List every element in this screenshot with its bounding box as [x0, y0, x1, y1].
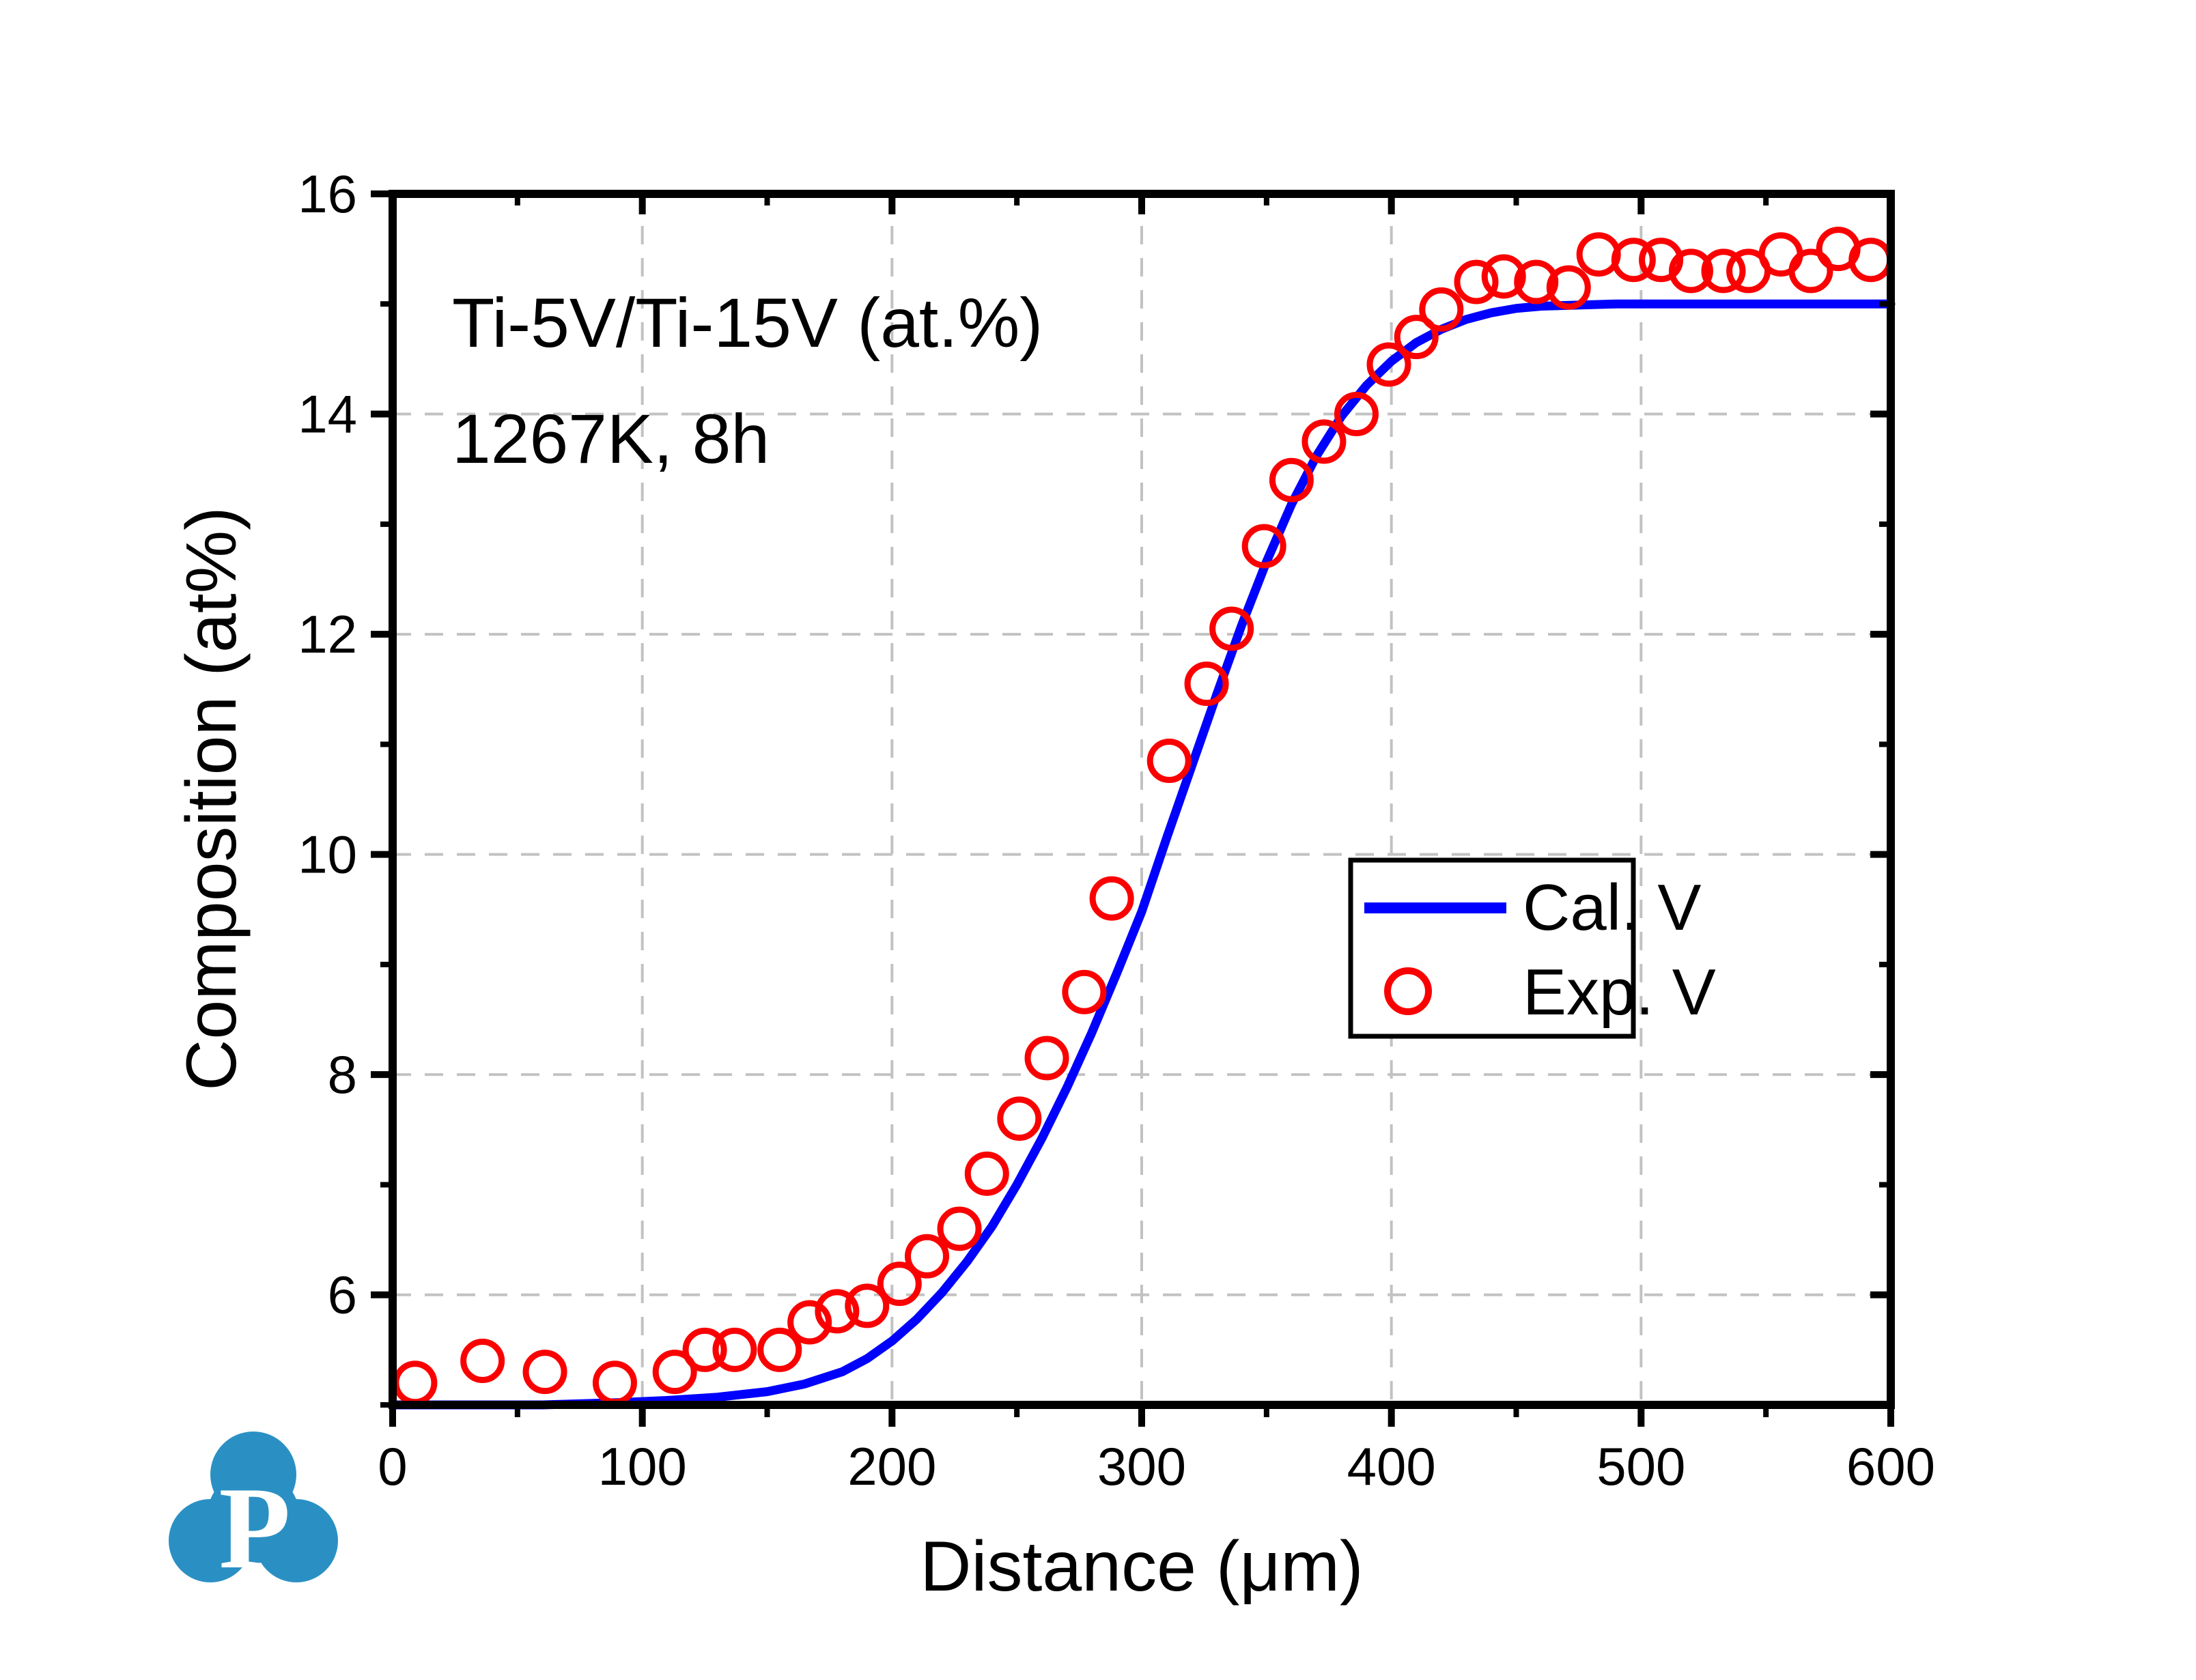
exp-v-point: [682, 1327, 727, 1372]
exp-v-point: [997, 1096, 1042, 1141]
exp-v-point: [815, 1289, 860, 1334]
exp-v-point: [1334, 392, 1379, 437]
exp-v-point: [845, 1283, 890, 1328]
y-tick-label: 8: [328, 1044, 357, 1105]
legend-label-cal: Cal. V: [1523, 871, 1701, 944]
exp-v-point: [1514, 259, 1559, 304]
exp-v-point: [460, 1338, 505, 1383]
y-axis-title: Composition (at%): [172, 507, 251, 1090]
annotation-line-2: 1267K, 8h: [452, 400, 770, 478]
x-axis-title: Distance (μm): [920, 1527, 1363, 1606]
exp-v-point: [393, 1361, 438, 1406]
logo-letter: P: [219, 1464, 290, 1593]
exp-v-point: [1788, 248, 1833, 294]
annotation-line-1: Ti-5V/Ti-15V (at.%): [452, 284, 1043, 362]
exp-v-point: [1184, 661, 1229, 707]
exp-v-point: [1668, 248, 1713, 294]
legend-label-exp: Exp. V: [1523, 956, 1716, 1029]
exp-v-point: [937, 1206, 982, 1251]
exp-v-point: [1576, 232, 1621, 277]
y-tick-label: 10: [298, 825, 357, 885]
y-tick-label: 16: [298, 164, 357, 224]
x-tick-label: 500: [1596, 1436, 1685, 1496]
exp-v-point: [1481, 254, 1526, 299]
exp-v-point: [522, 1350, 567, 1395]
exp-v-point: [877, 1262, 922, 1307]
x-tick-label: 400: [1347, 1436, 1436, 1496]
legend: Cal. V Exp. V: [1348, 857, 1716, 1039]
exp-v-point: [757, 1327, 802, 1372]
exp-v-point: [592, 1361, 637, 1406]
exp-v-point: [1394, 315, 1439, 360]
gridlines: [393, 194, 1891, 1405]
exp-v-point: [1419, 287, 1464, 332]
exp-v-point: [1301, 419, 1347, 464]
exp-v-point: [1269, 457, 1314, 502]
exp-v-point: [1062, 969, 1107, 1014]
cal-v-curve: [388, 299, 1896, 1410]
x-tick-label: 100: [598, 1436, 687, 1496]
exp-v-point: [1611, 238, 1656, 283]
exp-v-point: [712, 1327, 757, 1372]
y-tick-label: 14: [298, 384, 357, 444]
exp-v-point: [1241, 524, 1286, 569]
axis-ticks: [371, 190, 1894, 1427]
exp-v-point: [1701, 248, 1746, 294]
plot-frame: [389, 190, 1895, 1409]
x-tick-label: 300: [1097, 1436, 1186, 1496]
x-tick-label: 0: [378, 1436, 407, 1496]
y-tick-label: 6: [328, 1265, 357, 1325]
x-tick-label: 600: [1846, 1436, 1935, 1496]
logo-cloud-center: [207, 1470, 300, 1563]
exp-v-point: [1546, 265, 1591, 310]
logo: P: [169, 1432, 338, 1593]
y-tick-label: 12: [298, 604, 357, 664]
exp-v-point: [1454, 259, 1499, 304]
exp-v-point: [1146, 739, 1192, 784]
exp-v-point: [1639, 238, 1684, 283]
exp-v-point: [1024, 1036, 1069, 1081]
exp-v-point: [1366, 342, 1411, 387]
tick-labels: 0 100 200 300 400 500 600 6 8 10 12 14 16: [298, 164, 1935, 1496]
exp-v-point: [1209, 606, 1254, 651]
x-tick-label: 200: [847, 1436, 936, 1496]
exp-v-point: [1089, 876, 1134, 921]
exp-v-point: [652, 1350, 697, 1395]
exp-v-point: [905, 1234, 950, 1279]
exp-v-point: [787, 1300, 832, 1345]
exp-v-point: [964, 1151, 1009, 1196]
legend-circle-sample: [1384, 967, 1432, 1015]
